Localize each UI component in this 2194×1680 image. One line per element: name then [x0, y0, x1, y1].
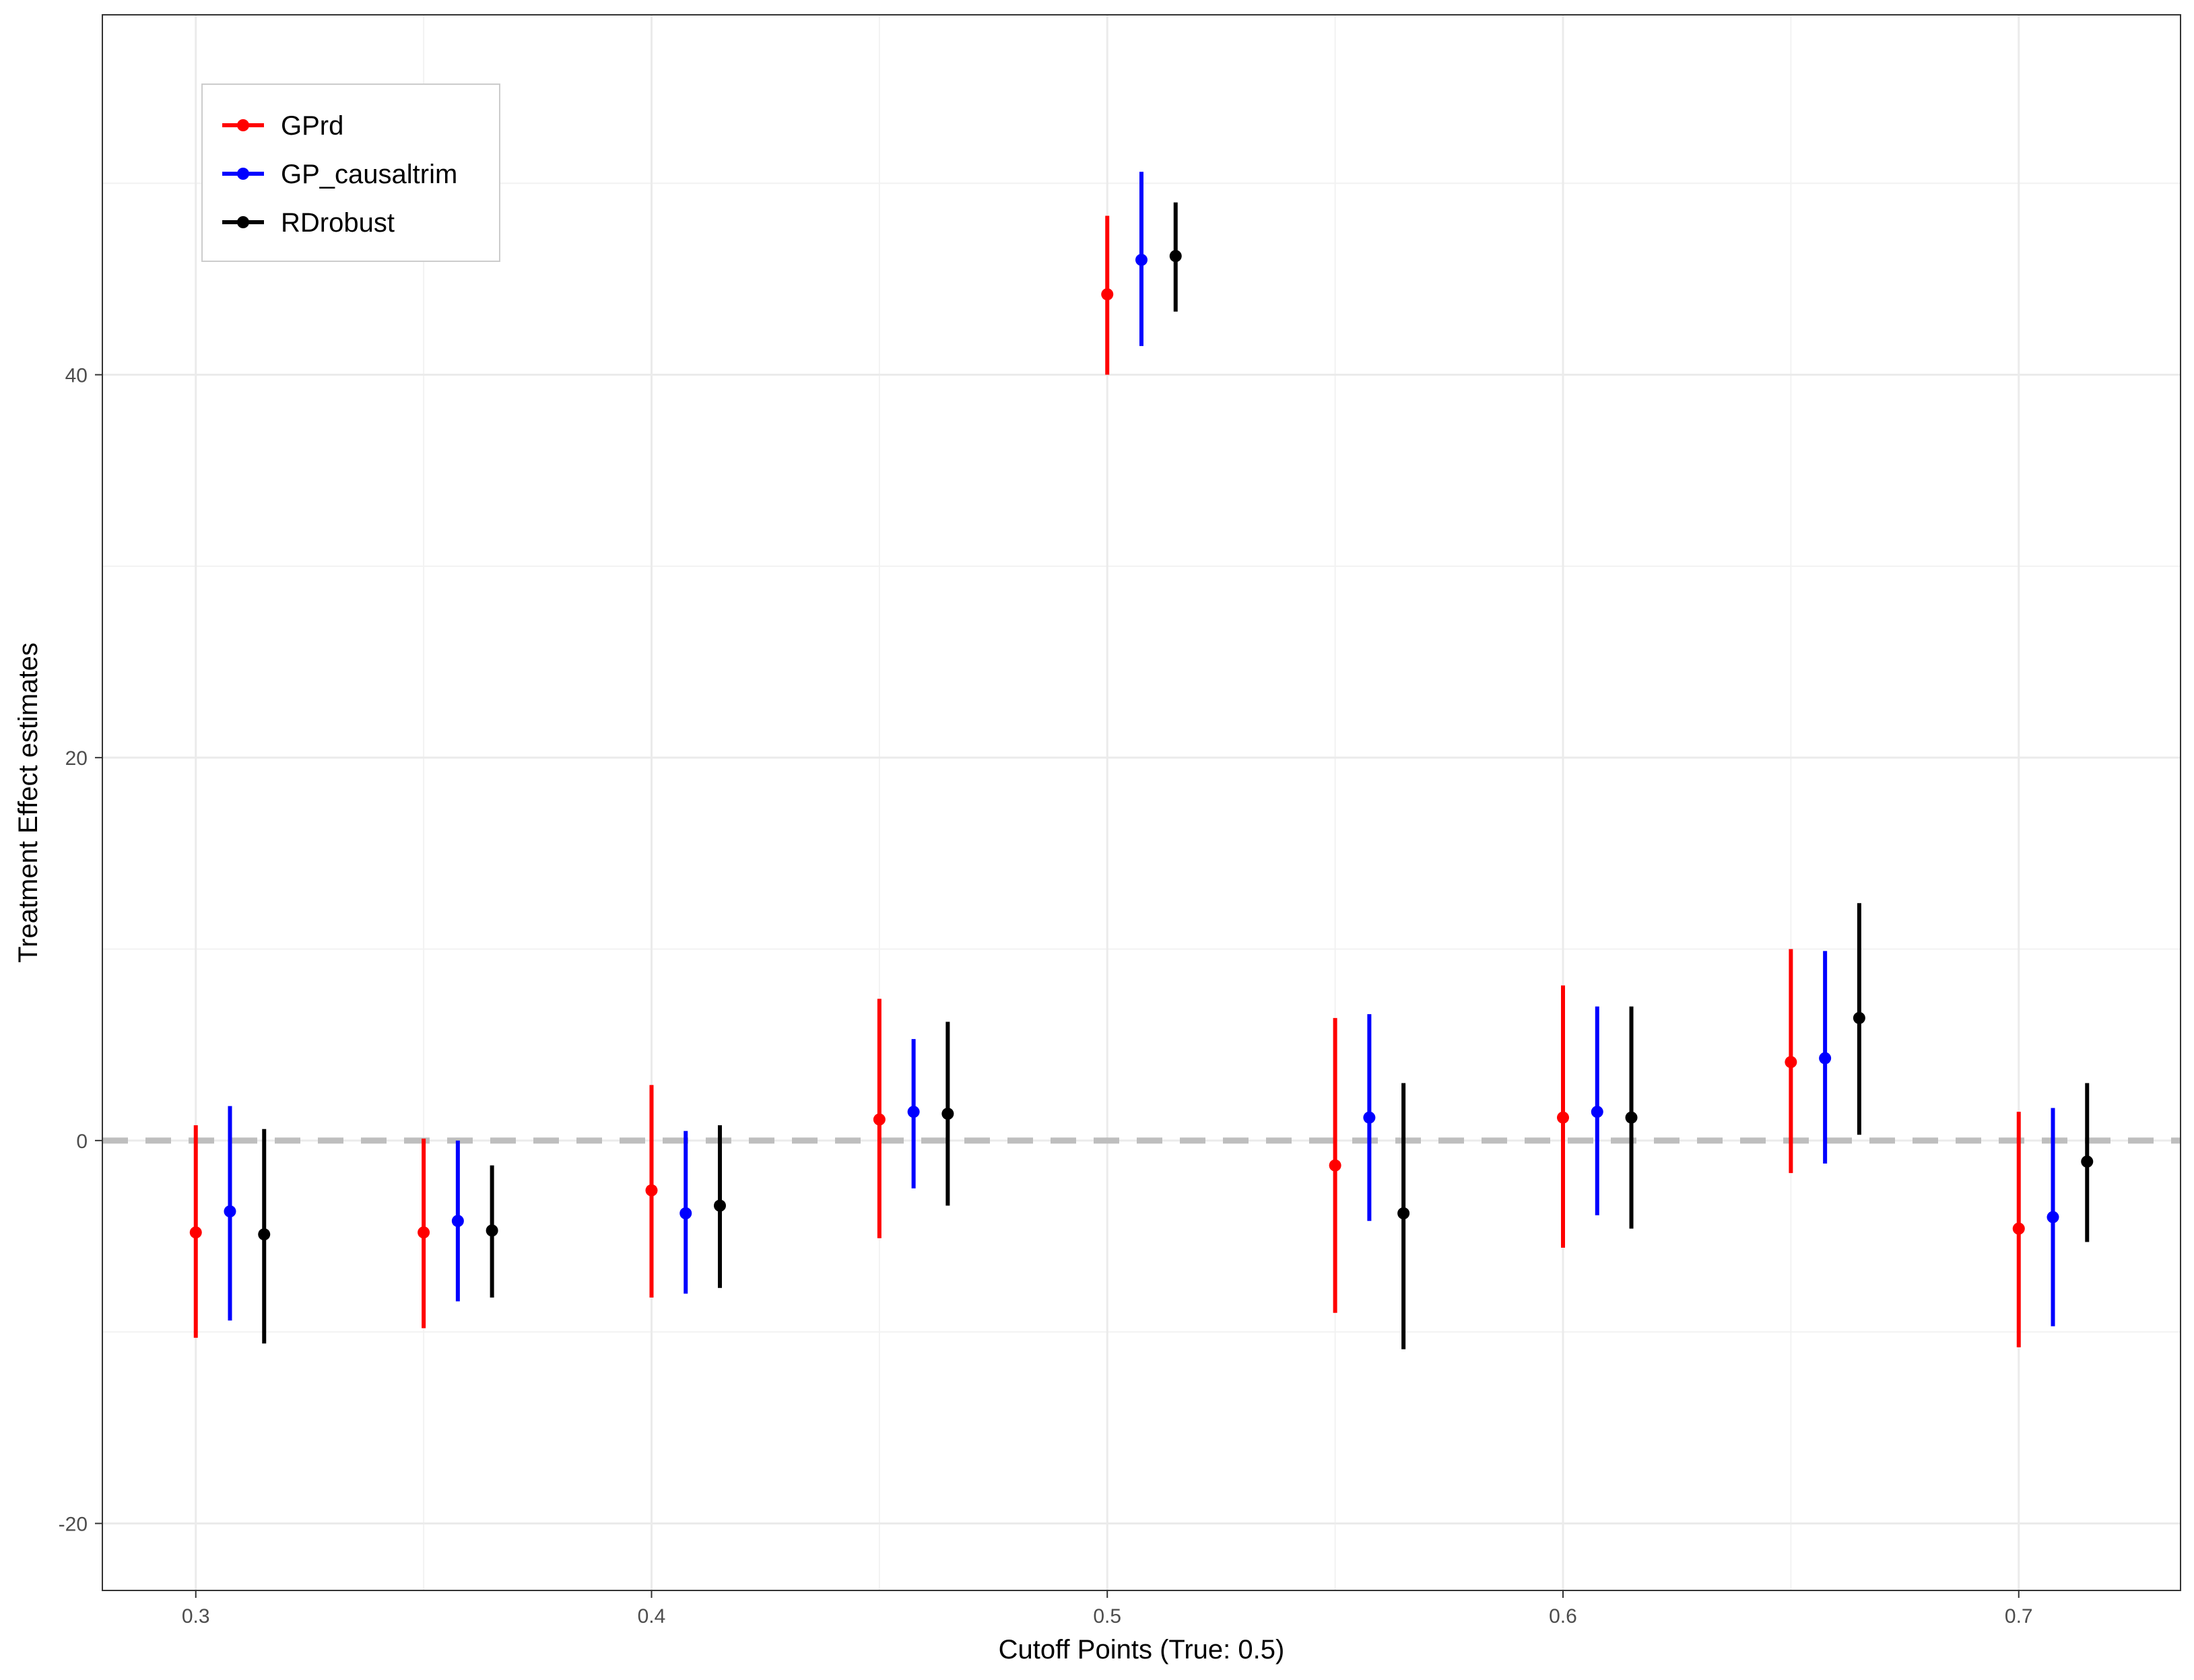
legend-item: GP_causaltrim: [222, 160, 457, 189]
legend-key-point: [237, 216, 249, 228]
estimate-point: [645, 1184, 658, 1197]
x-axis-title: Cutoff Points (True: 0.5): [999, 1635, 1285, 1665]
estimate-point: [907, 1106, 920, 1118]
x-tick-label: 0.5: [1093, 1605, 1121, 1627]
estimate-point: [486, 1224, 498, 1237]
estimate-point: [2012, 1222, 2025, 1235]
x-tick-label: 0.4: [638, 1605, 666, 1627]
estimate-point: [1625, 1111, 1638, 1124]
estimate-point: [1591, 1106, 1603, 1118]
estimate-point: [714, 1199, 727, 1212]
estimate-point: [1363, 1111, 1376, 1124]
x-tick-label: 0.3: [182, 1605, 210, 1627]
estimate-point: [1135, 253, 1148, 266]
legend-key-point: [237, 119, 249, 131]
series-GP_causaltrim: [224, 172, 2059, 1326]
estimate-point: [451, 1215, 464, 1228]
estimate-point: [1556, 1111, 1569, 1124]
y-tick-label: 40: [65, 365, 88, 387]
x-tick-label: 0.6: [1549, 1605, 1577, 1627]
legend: GPrd GP_causaltrim RDrobust: [201, 83, 500, 262]
estimate-point: [2081, 1155, 2094, 1168]
estimate-point: [679, 1207, 692, 1219]
data-layer: [189, 172, 2094, 1349]
legend-label: GPrd: [281, 111, 343, 141]
legend-item: RDrobust: [222, 208, 395, 238]
series-GPrd: [189, 215, 2025, 1347]
estimate-point: [1819, 1052, 1832, 1065]
y-tick-label: 20: [65, 747, 88, 770]
y-tick-label: -20: [59, 1513, 88, 1535]
panel-border: [102, 14, 2181, 1591]
y-tick-label: 0: [76, 1131, 88, 1153]
legend-label: RDrobust: [281, 208, 395, 238]
estimate-point: [1101, 288, 1114, 301]
estimate-point: [873, 1113, 886, 1126]
y-axis-title: Treatment Effect estimates: [13, 642, 43, 963]
estimate-point: [1329, 1159, 1341, 1172]
x-tick-label: 0.7: [2005, 1605, 2033, 1627]
estimate-point: [1853, 1011, 1865, 1024]
estimate-point: [258, 1228, 271, 1241]
estimate-point: [941, 1108, 954, 1120]
legend-label: GP_causaltrim: [281, 160, 457, 189]
estimate-point: [1397, 1207, 1410, 1219]
estimate-point: [1169, 250, 1182, 263]
estimate-point: [224, 1205, 236, 1218]
legend-key-point: [237, 168, 249, 180]
ticks-layer: 0.3 0.4 0.5 0.6 0.7 -20 0 20 40: [59, 365, 2033, 1627]
estimate-point: [1785, 1056, 1797, 1069]
estimate-point: [189, 1226, 202, 1239]
series-RDrobust: [258, 202, 2094, 1349]
legend-item: GPrd: [222, 111, 343, 141]
estimate-point: [418, 1226, 430, 1239]
estimate-point: [2047, 1211, 2059, 1223]
